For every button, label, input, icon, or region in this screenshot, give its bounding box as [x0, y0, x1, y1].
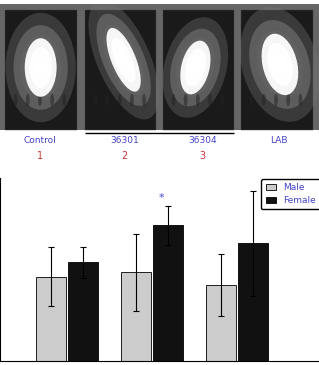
- Ellipse shape: [25, 38, 57, 97]
- Text: 3: 3: [199, 151, 206, 161]
- Ellipse shape: [163, 17, 228, 118]
- Ellipse shape: [274, 94, 278, 106]
- Ellipse shape: [172, 94, 175, 106]
- Ellipse shape: [20, 35, 61, 100]
- Bar: [121, 272, 151, 361]
- Bar: [241, 10, 313, 130]
- Text: LAB: LAB: [271, 136, 288, 145]
- Bar: [206, 285, 236, 361]
- Ellipse shape: [130, 94, 134, 106]
- Ellipse shape: [196, 94, 200, 106]
- Bar: [163, 10, 234, 130]
- Ellipse shape: [96, 14, 151, 106]
- Ellipse shape: [170, 29, 221, 106]
- Text: 1: 1: [37, 151, 43, 161]
- Ellipse shape: [176, 38, 215, 97]
- Ellipse shape: [29, 47, 52, 88]
- Ellipse shape: [189, 57, 201, 78]
- Ellipse shape: [267, 43, 293, 86]
- Ellipse shape: [208, 94, 212, 106]
- Text: 2: 2: [121, 151, 128, 161]
- Bar: [35, 277, 66, 361]
- Text: 36301: 36301: [110, 136, 139, 145]
- Ellipse shape: [5, 13, 76, 122]
- Ellipse shape: [88, 0, 159, 119]
- Ellipse shape: [262, 94, 266, 106]
- Ellipse shape: [256, 31, 303, 98]
- Ellipse shape: [26, 94, 30, 106]
- Ellipse shape: [250, 94, 254, 106]
- Ellipse shape: [299, 94, 302, 106]
- Ellipse shape: [240, 7, 319, 122]
- Text: Control: Control: [24, 136, 56, 145]
- Ellipse shape: [106, 94, 109, 106]
- Bar: [153, 225, 183, 361]
- Bar: [85, 10, 156, 130]
- Ellipse shape: [118, 94, 122, 106]
- Ellipse shape: [220, 94, 224, 106]
- Bar: [5, 10, 77, 130]
- Ellipse shape: [103, 24, 145, 95]
- Bar: [68, 262, 98, 361]
- Ellipse shape: [117, 47, 130, 73]
- Text: 36304: 36304: [188, 136, 217, 145]
- Ellipse shape: [142, 94, 146, 106]
- Ellipse shape: [38, 94, 42, 106]
- Bar: [0, 4, 319, 130]
- Ellipse shape: [112, 38, 136, 82]
- Legend: Male, Female: Male, Female: [261, 179, 319, 210]
- Ellipse shape: [262, 34, 298, 95]
- Ellipse shape: [93, 94, 97, 106]
- Ellipse shape: [34, 56, 47, 79]
- Ellipse shape: [286, 94, 290, 106]
- Ellipse shape: [14, 94, 18, 106]
- Ellipse shape: [185, 49, 206, 86]
- Ellipse shape: [273, 52, 287, 77]
- Bar: [238, 243, 268, 361]
- Ellipse shape: [13, 25, 68, 110]
- Ellipse shape: [50, 94, 54, 106]
- Ellipse shape: [184, 94, 188, 106]
- Text: *: *: [159, 193, 165, 203]
- Ellipse shape: [63, 94, 66, 106]
- Ellipse shape: [107, 28, 141, 92]
- Ellipse shape: [249, 20, 311, 109]
- Ellipse shape: [180, 41, 211, 95]
